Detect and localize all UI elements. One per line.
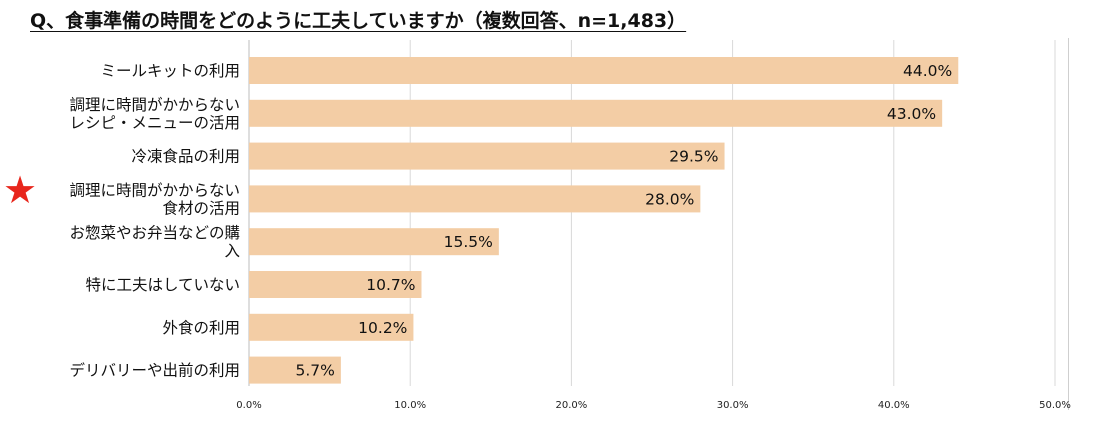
bar <box>249 228 499 256</box>
category-label: お惣菜やお弁当などの購入 <box>69 224 240 260</box>
x-tick-label: 50.0% <box>1039 400 1071 411</box>
x-tick-label: 10.0% <box>394 400 426 411</box>
bar <box>249 356 341 384</box>
data-label: 10.7% <box>366 276 415 294</box>
data-label: 29.5% <box>669 148 718 166</box>
bar <box>249 99 943 127</box>
category-label: 特に工夫はしていない <box>85 276 240 294</box>
category-label: 冷凍食品の利用 <box>131 148 240 166</box>
category-label: 調理に時間がかからないレシピ・メニューの活用 <box>69 96 240 132</box>
bar <box>249 142 725 170</box>
data-label: 5.7% <box>295 362 334 380</box>
x-tick-label: 30.0% <box>717 400 749 411</box>
category-label: 外食の利用 <box>162 319 240 337</box>
data-label: 10.2% <box>358 319 407 337</box>
data-label: 44.0% <box>903 62 952 80</box>
x-tick-label: 40.0% <box>878 400 910 411</box>
data-label: 43.0% <box>887 105 936 123</box>
bar <box>249 185 701 213</box>
category-label: デリバリーや出前の利用 <box>69 361 240 380</box>
data-label: 15.5% <box>444 233 493 251</box>
data-label: 28.0% <box>645 190 694 208</box>
bar <box>249 271 422 298</box>
category-label: ミールキットの利用 <box>100 62 240 80</box>
bar <box>249 313 414 341</box>
x-tick-label: 20.0% <box>556 400 588 411</box>
star-icon: ★ <box>3 168 38 212</box>
chart-frame-edge <box>1068 38 1069 410</box>
chart-title: Q、食事準備の時間をどのように工夫していますか（複数回答、n=1,483） <box>30 10 687 32</box>
x-tick-label: 0.0% <box>236 400 261 411</box>
category-label: 調理に時間がかからない食材の活用 <box>69 181 240 217</box>
bar <box>249 57 959 84</box>
